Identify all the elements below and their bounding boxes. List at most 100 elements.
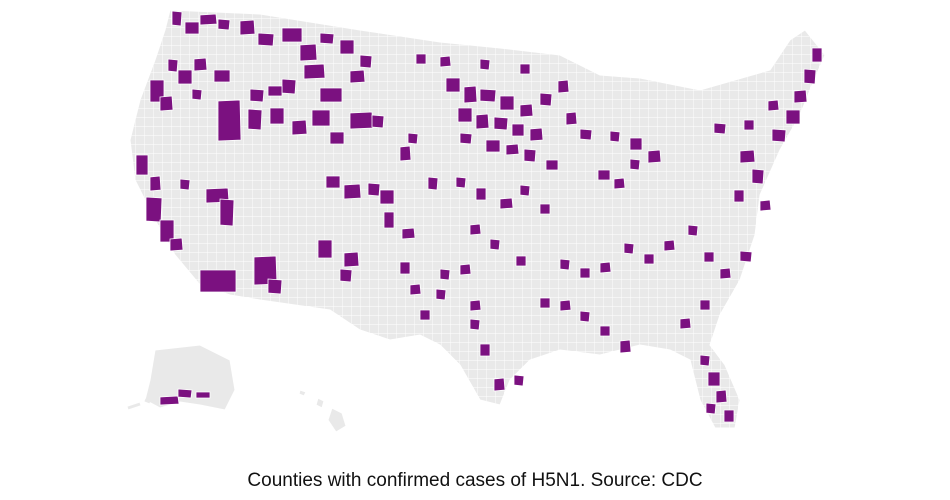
affected-county [257,32,275,47]
affected-county [177,388,193,399]
affected-county [299,43,318,62]
affected-county [149,175,162,192]
affected-county [343,183,362,200]
affected-county [145,196,163,223]
affected-county [159,395,180,406]
affected-county [523,148,537,163]
affected-county [439,268,451,281]
affected-county [249,88,265,103]
affected-county [643,253,655,265]
affected-county [513,374,525,387]
affected-county [339,268,353,283]
affected-county [339,39,355,55]
affected-county [499,95,515,111]
affected-county [343,251,360,268]
affected-county [199,269,237,293]
affected-county [367,182,381,197]
affected-county [759,199,772,212]
affected-county [239,19,256,36]
affected-county [493,116,509,131]
hawaii [298,389,347,433]
affected-county [743,119,755,131]
affected-county [184,21,200,35]
affected-county [475,187,487,201]
affected-county [455,176,467,189]
affected-county [771,128,787,143]
affected-county [399,261,411,275]
affected-county [317,239,333,259]
affected-county [349,111,374,130]
affected-county [359,54,373,69]
affected-county [767,99,780,112]
affected-county [579,310,591,323]
affected-county [545,159,559,171]
affected-county [539,297,551,309]
affected-county [699,299,711,311]
affected-county [199,13,218,26]
affected-county [479,58,491,71]
affected-county [529,127,544,142]
affected-county [613,177,626,190]
affected-county [811,47,823,63]
alaska [127,344,236,411]
affected-county [557,79,570,94]
affected-county [493,377,506,392]
affected-county [219,198,235,227]
affected-county [195,391,211,399]
affected-counties [135,10,823,423]
affected-county [427,176,439,191]
affected-county [793,89,808,104]
affected-county [565,111,578,126]
affected-county [597,169,611,181]
affected-county [267,278,283,295]
affected-county [719,267,732,280]
affected-county [499,197,514,210]
affected-county [713,122,727,135]
affected-county [469,223,482,236]
affected-county [629,137,643,151]
affected-county [169,237,184,252]
affected-county [579,267,591,279]
affected-county [539,92,553,107]
alaska-landmass [144,344,236,411]
affected-county [599,325,611,337]
affected-county [559,258,571,271]
us-county-map [127,9,826,433]
map-caption: Counties with confirmed cases of H5N1. S… [247,470,703,491]
affected-county [519,63,531,75]
affected-county [485,139,501,153]
affected-county [247,108,263,131]
affected-county [699,354,711,367]
affected-county [217,99,242,142]
affected-county [505,143,520,156]
affected-county [407,132,419,145]
affected-county [191,88,203,101]
affected-county [489,238,501,251]
affected-county [609,130,621,143]
affected-county [469,318,481,331]
affected-county [457,107,473,123]
affected-county [213,69,231,83]
affected-county [579,128,593,141]
hawaii-island [298,389,307,397]
affected-county [705,402,717,415]
affected-county [159,95,174,112]
affected-county [379,189,395,205]
affected-county [459,132,473,145]
affected-county [475,113,490,130]
affected-county [479,343,491,357]
affected-county [599,261,612,274]
aleutian-islands [127,398,151,410]
affected-county [439,55,452,68]
affected-county [167,58,179,73]
affected-county [785,109,801,125]
affected-county [415,53,427,65]
affected-county [559,299,572,312]
hawaii-island [315,397,325,409]
affected-county [519,103,534,118]
affected-county [647,149,662,164]
affected-county [733,189,745,203]
affected-county [319,87,343,103]
affected-county [463,85,478,104]
